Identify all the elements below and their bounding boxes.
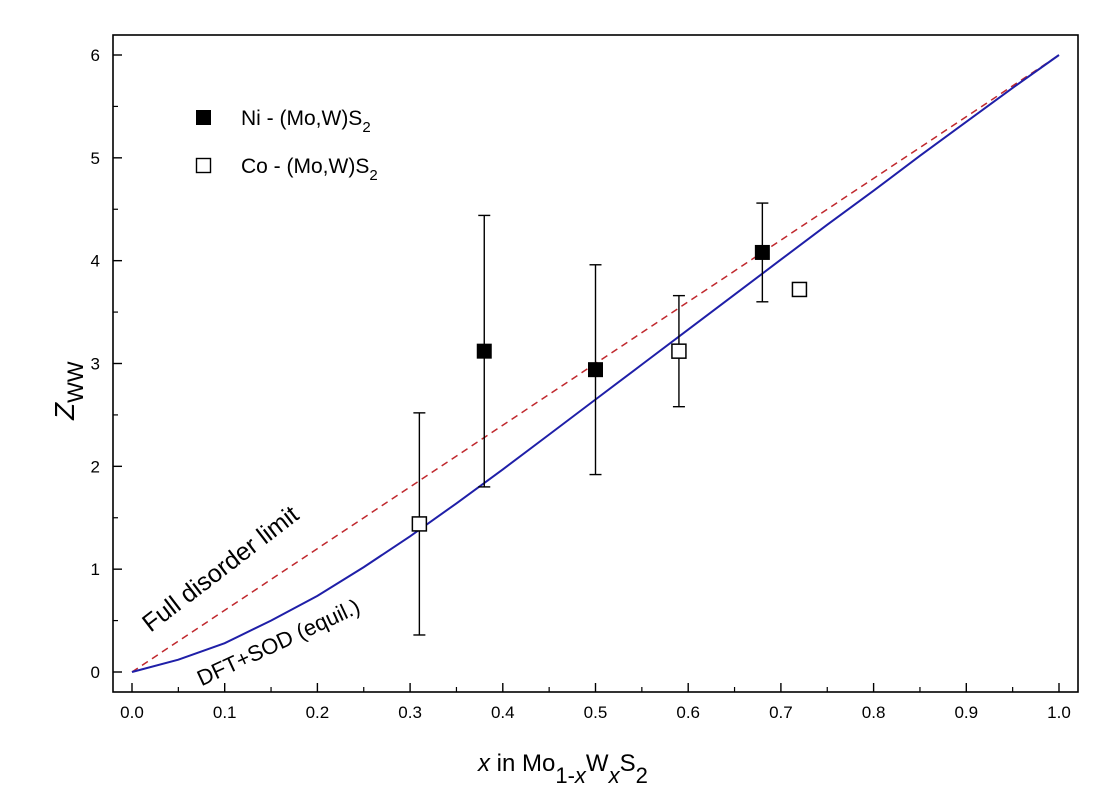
legend-label-co: Co - (Mo,W)S2 xyxy=(241,155,378,184)
y-tick-label: 0 xyxy=(91,663,100,682)
y-tick-label: 5 xyxy=(91,149,100,168)
x-tick-label: 0.6 xyxy=(676,703,700,722)
dft-sod-label: DFT+SOD (equil.) xyxy=(193,594,364,691)
x-tick-label: 0.1 xyxy=(213,703,237,722)
x-tick-label: 0.4 xyxy=(491,703,515,722)
x-tick-label: 0.0 xyxy=(120,703,144,722)
data-point-co xyxy=(411,516,428,532)
x-tick-label: 0.8 xyxy=(862,703,886,722)
y-tick-label: 6 xyxy=(91,46,100,65)
data-point-ni xyxy=(476,343,492,359)
y-tick-label: 4 xyxy=(91,252,100,271)
x-tick-label: 0.3 xyxy=(398,703,422,722)
errorbars-layer xyxy=(413,202,769,636)
x-tick-label: 0.2 xyxy=(306,703,330,722)
y-tick-label: 3 xyxy=(91,355,100,374)
x-tick-label: 1.0 xyxy=(1047,703,1071,722)
legend-marker-filled xyxy=(196,110,211,125)
x-tick-label: 0.5 xyxy=(584,703,608,722)
y-axis-title: ZWW xyxy=(49,361,88,421)
legend-label-ni: Ni - (Mo,W)S2 xyxy=(241,107,371,136)
legend-marker-open xyxy=(195,157,212,174)
x-axis-title: x in Mo1-xWxS2 xyxy=(477,750,648,788)
x-tick-label: 0.9 xyxy=(954,703,978,722)
plot-frame xyxy=(112,34,1079,693)
data-point-ni xyxy=(754,244,770,260)
legend: Ni - (Mo,W)S2 Co - (Mo,W)S2 xyxy=(195,107,378,184)
data-point-co xyxy=(791,281,808,298)
ticks-layer: 0.0 0.1 0.2 0.3 0.4 0.5 0.6 0.7 0.8 0.9 1.0 0 1 2 3 4 5 6 xyxy=(91,46,1071,722)
x-tick-label: 0.7 xyxy=(769,703,793,722)
markers-layer xyxy=(411,244,808,532)
data-point-ni xyxy=(588,362,603,378)
data-point-co xyxy=(671,343,687,359)
y-tick-label: 1 xyxy=(91,560,100,579)
y-tick-label: 2 xyxy=(91,457,100,476)
